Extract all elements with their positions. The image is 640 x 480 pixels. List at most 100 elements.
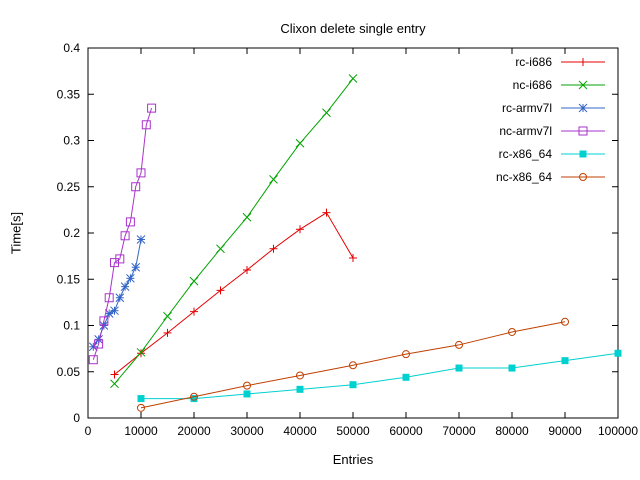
marker-circle-open — [349, 361, 357, 370]
y-tick-label: 0.3 — [63, 134, 80, 148]
marker-square-open — [578, 126, 588, 136]
marker-square-filled — [579, 150, 587, 158]
y-tick-label: 0.4 — [63, 41, 80, 55]
marker-square-filled — [561, 357, 569, 365]
marker-square-open — [99, 316, 109, 326]
marker-circle-open — [402, 350, 410, 359]
marker-asterisk — [99, 321, 109, 330]
series-nc-x86_64 — [137, 317, 569, 412]
legend-item: nc-x86_64 — [496, 170, 605, 184]
legend-label: rc-i686 — [515, 55, 552, 69]
series-line — [114, 78, 354, 385]
x-tick-label: 40000 — [283, 424, 317, 438]
y-tick-label: 0.1 — [63, 319, 80, 333]
series-rc-x86_64 — [137, 349, 622, 403]
series-line — [141, 352, 619, 400]
marker-asterisk — [94, 335, 103, 344]
marker-asterisk — [578, 103, 588, 113]
x-tick-label: 80000 — [495, 424, 529, 438]
marker-square-filled — [455, 364, 463, 372]
marker-square-filled — [243, 390, 251, 398]
marker-cross — [189, 276, 199, 286]
marker-cross — [578, 80, 588, 90]
series-rc-armv7l — [88, 235, 146, 352]
legend-label: nc-i686 — [513, 78, 553, 92]
marker-square-open — [125, 217, 135, 227]
marker-cross — [110, 379, 119, 389]
legend-label: rc-armv7l — [502, 101, 552, 115]
y-tick-label: 0.35 — [57, 87, 81, 101]
marker-circle-open — [190, 392, 198, 401]
x-tick-label: 30000 — [230, 424, 264, 438]
marker-asterisk — [110, 306, 119, 316]
y-tick-label: 0.25 — [57, 180, 81, 194]
series-line — [140, 321, 566, 409]
marker-square-filled — [614, 349, 622, 357]
marker-circle-open — [561, 317, 569, 326]
marker-square-filled — [508, 364, 516, 372]
marker-circle-open — [296, 371, 304, 380]
legend-label: nc-x86_64 — [496, 170, 552, 184]
marker-asterisk — [136, 235, 146, 244]
marker-square-open — [131, 182, 141, 192]
marker-square-filled — [349, 381, 357, 389]
marker-asterisk — [115, 293, 125, 303]
marker-asterisk — [120, 282, 130, 292]
marker-asterisk — [131, 262, 141, 272]
legend-label: rc-x86_64 — [499, 147, 553, 161]
series-line — [92, 239, 142, 348]
marker-cross — [295, 138, 305, 148]
x-tick-label: 10000 — [124, 424, 158, 438]
marker-square-open — [88, 355, 98, 365]
x-tick-label: 70000 — [442, 424, 476, 438]
y-tick-label: 0.15 — [57, 272, 81, 286]
series-rc-i686 — [110, 208, 357, 379]
x-tick-label: 20000 — [177, 424, 211, 438]
marker-circle-open — [243, 381, 251, 390]
x-tick-label: 0 — [85, 424, 92, 438]
legend-item: nc-armv7l — [499, 124, 605, 138]
marker-square-filled — [137, 395, 145, 403]
legend-label: nc-armv7l — [499, 124, 552, 138]
y-tick-label: 0 — [73, 411, 80, 425]
x-axis: 0 10000 20000 30000 40000 50000 60000 70000 8000… — [85, 48, 638, 438]
series-line — [114, 211, 354, 375]
marker-square-open — [94, 339, 104, 349]
marker-square-open — [104, 293, 114, 303]
marker-square-open — [120, 231, 130, 241]
marker-asterisk — [126, 273, 135, 283]
marker-cross — [136, 347, 146, 357]
marker-cross — [322, 108, 331, 118]
marker-cross — [348, 74, 358, 83]
marker-cross — [216, 244, 225, 254]
marker-cross — [269, 174, 278, 184]
chart-title: Clixon delete single entry — [280, 21, 426, 36]
marker-asterisk — [88, 342, 98, 352]
marker-cross — [163, 311, 172, 321]
legend-item: rc-x86_64 — [499, 147, 605, 161]
y-tick-label: 0.2 — [63, 226, 80, 240]
x-axis-label: Entries — [332, 452, 374, 467]
series-nc-armv7l — [88, 103, 157, 365]
legend: rc-i686 nc-i686 rc-armv7l nc-armv7l rc-x86_6… — [496, 55, 605, 184]
x-tick-label: 50000 — [336, 424, 370, 438]
marker-square-open — [136, 168, 146, 178]
legend-item: rc-armv7l — [502, 101, 605, 115]
marker-square-open — [147, 103, 157, 113]
series-line — [92, 107, 153, 360]
series-nc-i686 — [110, 74, 358, 389]
legend-item: nc-i686 — [513, 78, 605, 92]
y-axis: 0 0.05 0.1 0.15 0.2 0.25 0.3 0.35 0.4 — [57, 41, 618, 425]
plot-border — [87, 47, 619, 419]
legend-item: rc-i686 — [515, 55, 605, 69]
marker-circle-open — [508, 327, 516, 336]
y-tick-label: 0.05 — [57, 365, 81, 379]
x-tick-label: 100000 — [598, 424, 638, 438]
marker-circle-open — [579, 173, 587, 181]
marker-square-filled — [402, 373, 410, 381]
marker-square-open — [115, 254, 125, 264]
marker-cross — [242, 212, 252, 222]
x-tick-label: 60000 — [389, 424, 423, 438]
